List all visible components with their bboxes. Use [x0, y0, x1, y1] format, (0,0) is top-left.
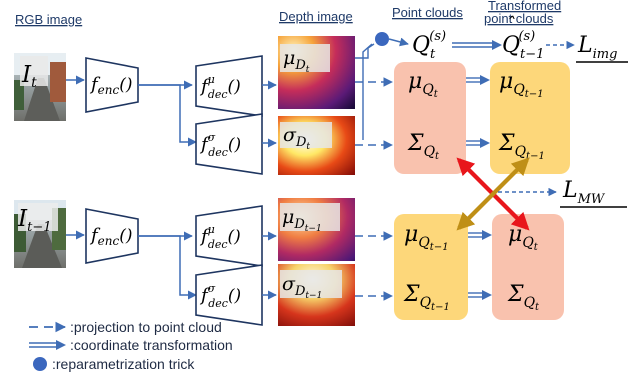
encoder-bottom: fenc() — [85, 208, 139, 264]
double-arrow-mu-top — [466, 75, 490, 85]
label-image-prev: It−1 — [17, 206, 51, 235]
rgb-image-bottom: It−1 — [14, 200, 66, 268]
arrow-mu-to-reparam — [355, 43, 375, 59]
sigma-cloud-bottom: ΣQt−1 — [403, 282, 450, 313]
legend-dot-icon — [33, 357, 47, 371]
arrow-reparam-to-sample — [388, 37, 409, 47]
double-arrow-sigma-top — [466, 138, 490, 148]
caption-point-clouds: Point clouds — [392, 5, 463, 20]
sigma-transformed-top: ΣQt−1 — [498, 131, 545, 162]
point-cloud-box-top: μQt ΣQt — [394, 62, 466, 174]
mu-decoder-top: fμ dec() — [195, 55, 263, 117]
gold-cross-arrow — [456, 157, 530, 231]
legend-double-arrow-icon — [29, 340, 66, 350]
svg-text:μDt−1: μDt−1 — [282, 206, 322, 234]
transformed-cloud-box-bottom: μQt ΣQt — [492, 214, 564, 320]
mw-loss: LMW — [560, 178, 627, 208]
mu-depth-map-top: μDt — [278, 36, 355, 109]
rgb-image-top: It — [14, 53, 66, 121]
legend-reparam-label: :reparametrization trick — [52, 356, 195, 372]
svg-text:Limg: Limg — [577, 33, 617, 62]
double-arrow-sample-transform — [452, 40, 502, 50]
sigma-decoder-bottom: fσ dec() — [195, 264, 263, 326]
mu-cloud-top: μQt — [408, 69, 439, 100]
double-arrow-mu-bottom — [468, 230, 492, 240]
svg-text:fenc(): fenc() — [89, 74, 133, 97]
legend: :projection to point cloud :coordinate t… — [29, 319, 233, 372]
sigma-depth-map-top: σDt — [278, 116, 355, 175]
arrow-sigma-to-reparam — [362, 43, 373, 140]
reparam-node — [375, 32, 389, 46]
hat-mark: ˆ — [506, 14, 515, 35]
encoder-top: fenc() — [85, 57, 139, 113]
transformed-cloud-box-top: μQt−1 ΣQt−1 — [490, 62, 570, 174]
double-arrow-sigma-bottom — [468, 290, 492, 300]
svg-text:μDt: μDt — [283, 47, 310, 75]
label-image: It — [21, 62, 37, 91]
caption-depth-image: Depth image — [279, 9, 353, 24]
svg-text:σDt: σDt — [283, 124, 310, 152]
mu-cloud-bottom: μQt−1 — [404, 222, 449, 253]
point-cloud-box-bottom: μQt−1 ΣQt−1 — [394, 214, 468, 320]
mu-decoder-bottom: fμ dec() — [195, 205, 263, 267]
arrow-encoder-to-sigma-decoder-bottom — [138, 235, 197, 300]
svg-text:LMW: LMW — [562, 178, 606, 207]
arrow-encoder-to-sigma-decoder-top — [138, 84, 197, 147]
sigma-transformed-bottom: ΣQt — [507, 282, 540, 313]
mu-depth-map-bottom: μDt−1 — [278, 198, 355, 261]
mu-transformed-top: μQt−1 — [499, 69, 544, 100]
sigma-decoder-top: fσ dec() — [195, 113, 263, 175]
svg-text:σDt−1: σDt−1 — [282, 273, 322, 301]
svg-text:fenc(): fenc() — [89, 225, 133, 248]
caption-transformed-line2: point clouds — [484, 11, 554, 26]
sample-point-cloud: Qt(s) — [412, 29, 446, 62]
transformed-sample: Qt−1(s) — [502, 29, 544, 62]
caption-rgb-image: RGB image — [15, 12, 82, 27]
sigma-depth-map-bottom: σDt−1 — [278, 264, 355, 326]
image-loss: Limg — [576, 33, 628, 63]
legend-projection-label: :projection to point cloud — [70, 319, 222, 335]
caption-transformed-line1: Transformed — [488, 0, 561, 13]
legend-transformation-label: :coordinate transformation — [70, 337, 233, 353]
sigma-cloud-top: ΣQt — [407, 131, 440, 162]
